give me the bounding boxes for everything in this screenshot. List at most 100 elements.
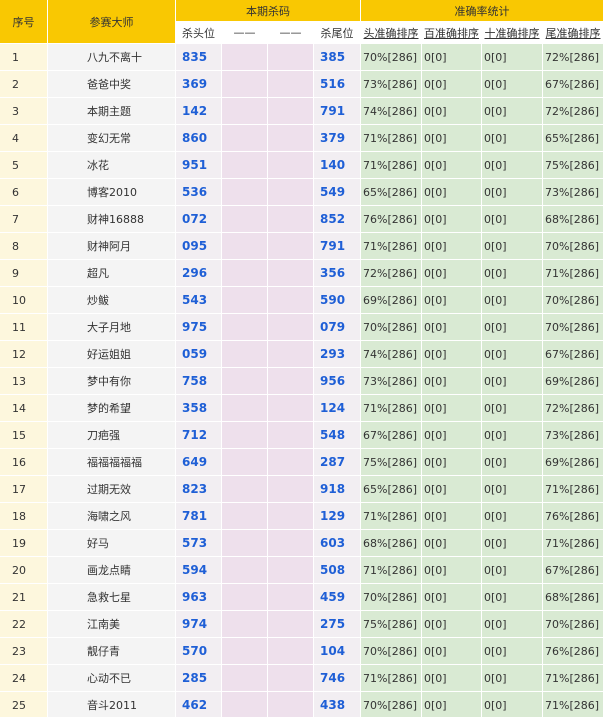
cell-text: 本期杀码 xyxy=(246,4,290,18)
table-cell: 74%[286] xyxy=(361,98,421,124)
table-cell: 285 xyxy=(176,665,221,691)
table-cell: 过期无效 xyxy=(48,476,175,502)
table-cell: 0[0] xyxy=(482,395,542,421)
cell-text: 67%[286] xyxy=(545,347,600,361)
cell-text: 823 xyxy=(182,482,208,496)
table-cell: 65%[286] xyxy=(361,179,421,205)
table-cell: 72%[286] xyxy=(543,395,603,421)
cell-text: 75%[286] xyxy=(545,158,600,172)
table-cell: 124 xyxy=(314,395,360,421)
cell-text: 0[0] xyxy=(484,671,507,685)
cell-text: 369 xyxy=(182,77,208,91)
table-cell: 画龙点睛 xyxy=(48,557,175,583)
cell-text: 73%[286] xyxy=(545,428,600,442)
table-cell: 0[0] xyxy=(422,584,481,610)
table-cell: 24 xyxy=(0,665,47,691)
table-cell: 059 xyxy=(176,341,221,367)
cell-text: 0[0] xyxy=(424,590,447,604)
cell-text: 508 xyxy=(320,563,346,577)
cell-text: 079 xyxy=(320,320,346,334)
cell-text: 71%[286] xyxy=(545,698,600,712)
table-cell: 73%[286] xyxy=(361,368,421,394)
cell-text: 70%[286] xyxy=(545,293,600,307)
table-cell: 835 xyxy=(176,44,221,70)
table-cell: 69%[286] xyxy=(543,368,603,394)
table-cell: 0[0] xyxy=(422,206,481,232)
table-cell: 73%[286] xyxy=(543,179,603,205)
table-cell: 860 xyxy=(176,125,221,151)
table-cell: 爸爸中奖 xyxy=(48,71,175,97)
table-cell: 0[0] xyxy=(482,422,542,448)
cell-text: 11 xyxy=(12,320,26,334)
cell-text: 十准确排序 xyxy=(484,26,540,40)
cell-text: 心动不已 xyxy=(87,672,131,685)
cell-text: 0[0] xyxy=(484,428,507,442)
cell-text: 67%[286] xyxy=(545,77,600,91)
cell-text: 0[0] xyxy=(424,563,447,577)
cell-text: 72%[286] xyxy=(363,266,418,280)
table-cell: 791 xyxy=(314,233,360,259)
table-cell: 356 xyxy=(314,260,360,286)
table-cell xyxy=(222,503,267,529)
table-cell: 72%[286] xyxy=(361,260,421,286)
table-cell: 0[0] xyxy=(482,206,542,232)
cell-text: 70%[286] xyxy=(363,50,418,64)
cell-text: 杀头位 xyxy=(182,26,215,40)
table-cell: 76%[286] xyxy=(543,503,603,529)
cell-text: 本期主题 xyxy=(87,105,131,118)
table-cell: 287 xyxy=(314,449,360,475)
table-cell: 0[0] xyxy=(482,368,542,394)
table-cell: 0[0] xyxy=(482,584,542,610)
cell-text: 0[0] xyxy=(424,374,447,388)
cell-text: 548 xyxy=(320,428,346,442)
table-cell: 72%[286] xyxy=(543,98,603,124)
table-cell: 0[0] xyxy=(422,179,481,205)
cell-text: 76%[286] xyxy=(545,644,600,658)
cell-text: 百准确排序 xyxy=(424,26,479,40)
table-cell: 19 xyxy=(0,530,47,556)
cell-text: 73%[286] xyxy=(363,77,418,91)
table-cell: 67%[286] xyxy=(361,422,421,448)
table-cell xyxy=(268,611,313,637)
cell-text: 0[0] xyxy=(424,428,447,442)
table-cell xyxy=(268,71,313,97)
table-cell: 76%[286] xyxy=(361,206,421,232)
cell-text: 准确率统计 xyxy=(454,4,510,18)
table-cell: 13 xyxy=(0,368,47,394)
table-cell: 65%[286] xyxy=(361,476,421,502)
table-cell: 71%[286] xyxy=(361,503,421,529)
table-cell xyxy=(268,260,313,286)
cell-text: 0[0] xyxy=(484,563,507,577)
table-cell: 江南美 xyxy=(48,611,175,637)
cell-text: 356 xyxy=(320,266,346,280)
cell-text: —— xyxy=(279,26,302,39)
table-cell: 74%[286] xyxy=(361,341,421,367)
table-cell xyxy=(222,260,267,286)
table-cell: 23 xyxy=(0,638,47,664)
cell-text: 140 xyxy=(320,158,346,172)
table-cell xyxy=(222,179,267,205)
cell-text: 0[0] xyxy=(424,158,447,172)
cell-text: 音斗2011 xyxy=(87,699,137,712)
table-cell: 71%[286] xyxy=(543,692,603,717)
table-cell: 68%[286] xyxy=(361,530,421,556)
cell-text: 712 xyxy=(182,428,208,442)
cell-text: 变幻无常 xyxy=(87,132,131,145)
table-cell: 0[0] xyxy=(482,665,542,691)
header-cell: 准确率统计 xyxy=(361,0,603,21)
cell-text: 0[0] xyxy=(424,644,447,658)
cell-text: 70%[286] xyxy=(545,239,600,253)
table-cell: 71%[286] xyxy=(543,260,603,286)
table-cell xyxy=(268,530,313,556)
table-cell: 75%[286] xyxy=(361,449,421,475)
cell-text: 0[0] xyxy=(484,536,507,550)
cell-text: 0[0] xyxy=(424,266,447,280)
table-cell: 0[0] xyxy=(482,476,542,502)
cell-text: 0[0] xyxy=(424,455,447,469)
table-cell: 0[0] xyxy=(422,422,481,448)
table-cell: 12 xyxy=(0,341,47,367)
cell-text: 冰花 xyxy=(87,159,109,172)
table-cell: 0[0] xyxy=(422,395,481,421)
table-cell: 358 xyxy=(176,395,221,421)
table-cell: 梦中有你 xyxy=(48,368,175,394)
